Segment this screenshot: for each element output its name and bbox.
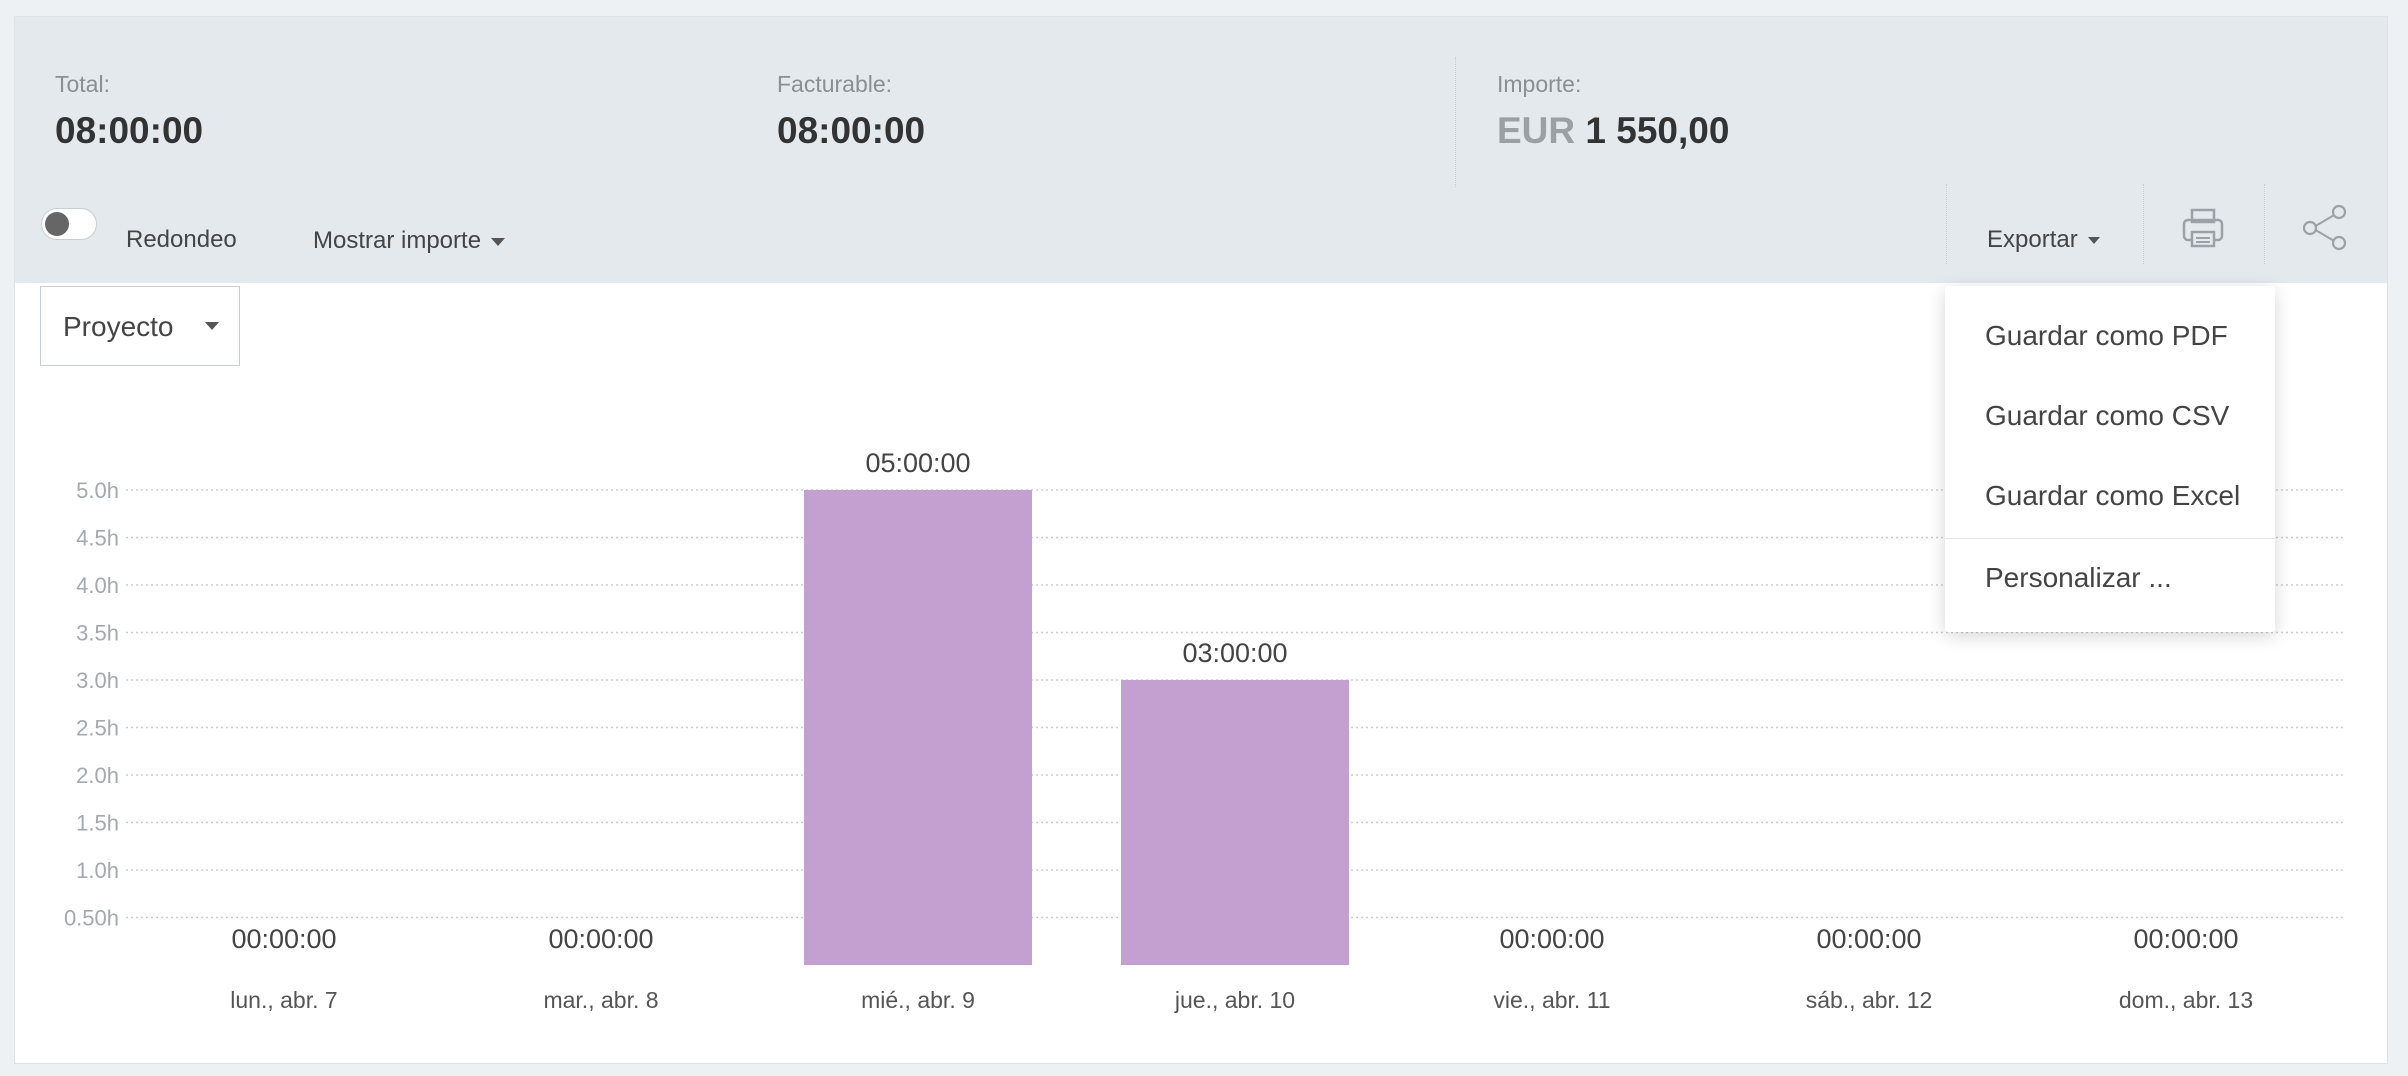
show-amount-dropdown[interactable]: Mostrar importe bbox=[313, 227, 506, 255]
toolbar-divider bbox=[2143, 184, 2144, 264]
export-label: Exportar bbox=[1987, 226, 2078, 253]
amount-currency: EUR bbox=[1497, 110, 1576, 151]
bar-value-label: 00:00:00 bbox=[2133, 924, 2238, 954]
y-tick-label: 3.5h bbox=[76, 621, 119, 646]
billable-value: 08:00:00 bbox=[777, 110, 926, 151]
share-button[interactable] bbox=[2300, 202, 2350, 252]
bar-value-label: 00:00:00 bbox=[231, 924, 336, 954]
y-tick-label: 4.5h bbox=[76, 526, 119, 551]
bar-value-label: 00:00:00 bbox=[1816, 924, 1921, 954]
toolbar-divider bbox=[1946, 184, 1947, 264]
bar-value-label: 00:00:00 bbox=[548, 924, 653, 954]
chevron-down-icon bbox=[205, 322, 219, 330]
x-tick-label: sáb., abr. 12 bbox=[1806, 987, 1933, 1013]
amount-label: Importe: bbox=[1497, 71, 1582, 97]
print-button[interactable] bbox=[2178, 202, 2228, 252]
summary-divider bbox=[1455, 57, 1456, 187]
y-tick-label: 5.0h bbox=[76, 478, 119, 503]
bar bbox=[804, 490, 1032, 965]
y-tick-label: 3.0h bbox=[76, 668, 119, 693]
amount-number: 1 550,00 bbox=[1585, 110, 1730, 151]
summary-header: Total: 08:00:00 Facturable: 08:00:00 Imp… bbox=[15, 17, 2387, 283]
billable-stat: Facturable: 08:00:00 bbox=[777, 71, 925, 152]
y-tick-label: 1.5h bbox=[76, 811, 119, 836]
rounding-toggle[interactable] bbox=[41, 208, 97, 240]
amount-stat: Importe: EUR 1 550,00 bbox=[1497, 71, 1729, 152]
customize-item[interactable]: Personalizar ... bbox=[1985, 562, 2172, 593]
x-tick-label: vie., abr. 11 bbox=[1493, 987, 1610, 1013]
export-menu: Guardar como PDF Guardar como CSV Guarda… bbox=[1945, 286, 2275, 632]
y-tick-label: 4.0h bbox=[76, 573, 119, 598]
export-pdf-item[interactable]: Guardar como PDF bbox=[1985, 320, 2228, 351]
total-label: Total: bbox=[55, 71, 110, 97]
x-tick-label: lun., abr. 7 bbox=[230, 987, 337, 1013]
y-tick-label: 2.5h bbox=[76, 716, 119, 741]
export-csv-item[interactable]: Guardar como CSV bbox=[1985, 400, 2230, 431]
toolbar-divider bbox=[2264, 184, 2265, 264]
x-tick-label: mar., abr. 8 bbox=[543, 987, 658, 1013]
amount-value: EUR 1 550,00 bbox=[1497, 110, 1729, 152]
bar-value-label: 00:00:00 bbox=[1499, 924, 1604, 954]
export-excel-item[interactable]: Guardar como Excel bbox=[1985, 480, 2241, 511]
show-amount-label: Mostrar importe bbox=[313, 227, 482, 254]
rounding-label: Redondeo bbox=[126, 226, 237, 253]
x-tick-label: jue., abr. 10 bbox=[1174, 987, 1295, 1013]
bar-value-label: 05:00:00 bbox=[865, 448, 970, 478]
chevron-down-icon bbox=[491, 237, 506, 246]
group-by-value: Proyecto bbox=[63, 311, 174, 342]
menu-divider bbox=[1945, 538, 2275, 539]
y-tick-label: 1.0h bbox=[76, 858, 119, 883]
x-tick-label: dom., abr. 13 bbox=[2119, 987, 2253, 1013]
printer-icon bbox=[2182, 208, 2224, 248]
bar bbox=[1121, 680, 1349, 965]
toggle-knob bbox=[45, 212, 69, 236]
x-tick-label: mié., abr. 9 bbox=[861, 987, 975, 1013]
total-stat: Total: 08:00:00 bbox=[55, 71, 203, 152]
export-button[interactable]: Exportar bbox=[1987, 226, 2100, 254]
group-by-select[interactable]: Proyecto bbox=[40, 286, 240, 366]
y-tick-label: 2.0h bbox=[76, 763, 119, 788]
bar-value-label: 03:00:00 bbox=[1182, 638, 1287, 668]
share-icon bbox=[2302, 204, 2347, 251]
total-value: 08:00:00 bbox=[55, 110, 204, 151]
y-tick-label: 0.50h bbox=[64, 906, 119, 931]
toolbar: Redondeo Mostrar importe Exportar bbox=[0, 0, 2408, 266]
billable-label: Facturable: bbox=[777, 71, 893, 97]
chevron-down-icon bbox=[2087, 237, 2100, 245]
